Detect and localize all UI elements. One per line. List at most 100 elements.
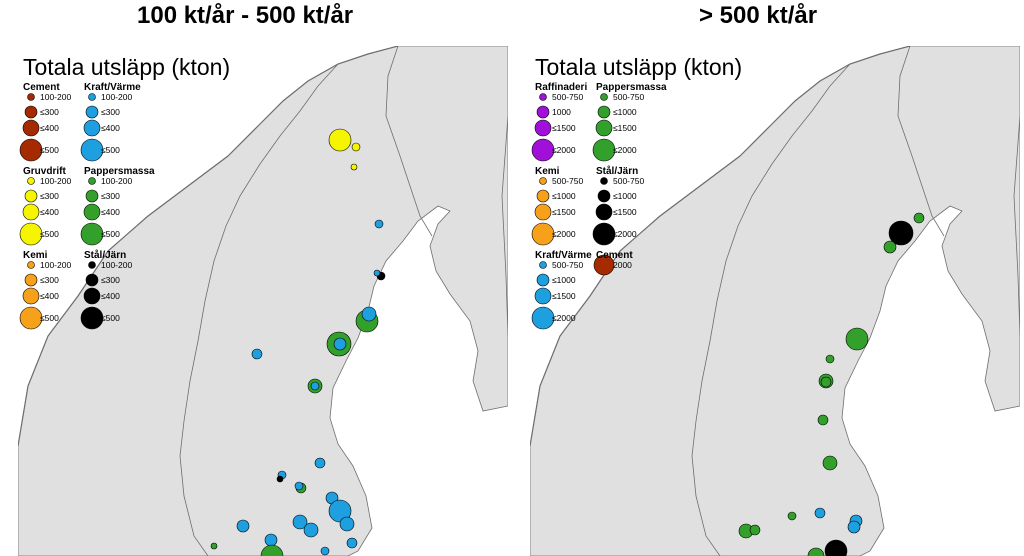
legend-symbol (595, 119, 613, 137)
legend-symbol (19, 306, 43, 330)
emission-site-kraft-varme (236, 519, 250, 533)
legend-item-label: ≤500 (40, 313, 59, 323)
legend-item-label: ≤400 (40, 291, 59, 301)
legend-item-label: 100-200 (101, 176, 133, 186)
emission-site-kraft-varme (314, 457, 326, 469)
legend-category: Gruvdrift (23, 166, 66, 177)
legend-symbol (83, 203, 101, 221)
legend-symbol (27, 177, 35, 185)
legend-symbol (592, 222, 616, 246)
emission-site-kraft-varme (814, 507, 826, 519)
legend-symbol (595, 203, 613, 221)
legend-symbol (83, 287, 101, 305)
legend-symbol (24, 105, 38, 119)
emission-site-kraft-varme (294, 481, 304, 491)
legend-item-label: ≤2000 (552, 313, 576, 323)
legend-symbol (534, 287, 552, 305)
legend-item-label: 2000 (613, 260, 632, 270)
legend-symbol (539, 261, 547, 269)
legend-item-label: 100-200 (40, 260, 72, 270)
legend-item-label: ≤400 (40, 123, 59, 133)
emission-site-kraft-varme (847, 520, 861, 534)
emission-site-gruvdrift (350, 163, 358, 171)
legend-symbol (531, 222, 555, 246)
coastline-norway (18, 46, 399, 447)
emission-site-kraft-varme (303, 522, 319, 538)
legend-item-label: ≤1500 (552, 291, 576, 301)
legend-item-label: ≤400 (101, 291, 120, 301)
emission-site-pappersmassa (883, 240, 897, 254)
border-finland-russia (501, 115, 508, 337)
legend-item-label: 100-200 (101, 260, 133, 270)
legend-symbol (22, 203, 40, 221)
legend-category: Cement (23, 82, 60, 93)
emission-site-kraft-varme (320, 546, 330, 556)
legend-item-label: ≤300 (101, 191, 120, 201)
legend-category: Pappersmassa (596, 82, 667, 93)
emission-site-stal-jarn (276, 475, 284, 483)
legend-category: Raffinaderi (535, 82, 588, 93)
legend-item-label: 100-200 (40, 92, 72, 102)
legend-category: Cement (596, 250, 633, 261)
map-scandinavia-left (18, 46, 508, 556)
legend-symbol (597, 189, 611, 203)
legend-item-label: ≤2000 (552, 145, 576, 155)
legend-symbol (539, 93, 547, 101)
emission-site-pappersmassa (260, 544, 284, 556)
legend-item-label: ≤500 (101, 145, 120, 155)
legend-symbol (85, 189, 99, 203)
legend-symbols-left (19, 93, 104, 330)
emission-site-kraft-varme (292, 514, 308, 530)
heading-right: > 500 kt/år (699, 2, 818, 29)
legend-item-label: ≤2000 (552, 229, 576, 239)
legend-symbols-right (531, 93, 616, 330)
heading-left: 100 kt/år - 500 kt/år (137, 2, 354, 29)
legend-category: Kraft/Värme (84, 82, 141, 93)
legend-item-label: ≤2000 (613, 145, 637, 155)
legend-item-label: ≤1000 (613, 191, 637, 201)
legend-item-label: 500-750 (552, 176, 584, 186)
emission-site-gruvdrift (328, 128, 352, 152)
legend-item-label: ≤1000 (552, 191, 576, 201)
legend-symbol (600, 93, 608, 101)
legend-item-label: ≤1500 (613, 123, 637, 133)
legend-item-label: ≤300 (40, 275, 59, 285)
legend-item-label: ≤2000 (613, 229, 637, 239)
legend-symbol (597, 105, 611, 119)
legend-symbol (83, 119, 101, 137)
legend-category: Stål/Järn (84, 250, 127, 261)
legend-symbol (536, 105, 550, 119)
emission-site-kraft-varme (346, 537, 358, 549)
legend-symbol (593, 254, 615, 276)
legend-item-label: 500-750 (552, 92, 584, 102)
map-panel-100-500: Totala utsläpp (kton) Cement 100-200 ≤300 ≤… (18, 46, 508, 556)
emission-site-pappersmassa (845, 327, 869, 351)
border-sweden-finland (385, 46, 433, 237)
emission-site-kraft-varme (251, 348, 263, 360)
border-sweden-finland (897, 46, 945, 237)
emission-site-kraft-varme (361, 306, 377, 322)
map-panel-over-500: Totala utsläpp (kton) Raffinaderi 500-750… (530, 46, 1020, 556)
legend-item-label: 100-200 (101, 92, 133, 102)
legend-category: Pappersmassa (84, 166, 155, 177)
legend-item-label: ≤1000 (552, 275, 576, 285)
legend-symbol (85, 273, 99, 287)
legend-symbol (80, 222, 104, 246)
border-finland-russia (1013, 115, 1020, 337)
legend-symbol (80, 306, 104, 330)
legend-title: Totala utsläpp (kton) (23, 54, 231, 80)
legend-item-label: ≤300 (101, 107, 120, 117)
legend-symbol (536, 273, 550, 287)
border-norway-sweden (179, 63, 339, 556)
legend-item-label: ≤500 (40, 229, 59, 239)
legend-symbol (592, 138, 616, 162)
legend-title: Totala utsläpp (kton) (535, 54, 743, 80)
emission-site-pappersmassa (820, 376, 832, 388)
emission-site-pappersmassa (913, 212, 925, 224)
emission-site-stal-jarn (888, 220, 914, 246)
legend-symbol (27, 261, 35, 269)
legend-item-label: ≤1500 (552, 207, 576, 217)
legend-item-label: ≤400 (101, 123, 120, 133)
emission-site-pappersmassa (807, 547, 825, 556)
legend-symbol (88, 177, 96, 185)
